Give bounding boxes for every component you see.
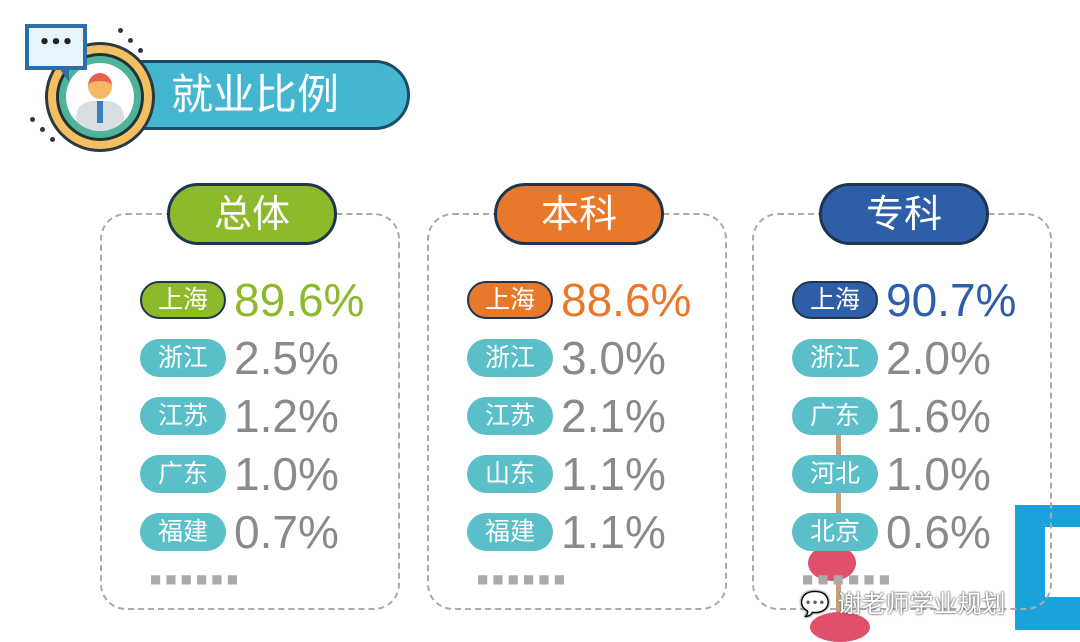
percentage: 1.6%: [886, 390, 991, 442]
chat-bubble-icon: •••: [25, 24, 87, 82]
decor-block: [1015, 505, 1080, 630]
percentage: 2.0%: [886, 332, 991, 384]
more-dots: ■■■■■■: [150, 572, 243, 586]
region-row: 山东 1.1%: [467, 448, 666, 500]
region-row: 江苏 2.1%: [467, 390, 666, 442]
region-pill: 山东: [467, 455, 553, 493]
region-pill: 江苏: [467, 397, 553, 435]
percentage: 1.0%: [234, 448, 339, 500]
region-pill: 上海: [467, 281, 553, 319]
percentage: 1.2%: [234, 390, 339, 442]
region-row: 上海 90.7%: [792, 274, 1016, 326]
decor-dot: [128, 38, 133, 43]
region-row: 福建 1.1%: [467, 506, 666, 558]
region-pill: 福建: [140, 513, 226, 551]
region-pill: 浙江: [140, 339, 226, 377]
decor-ball: [808, 545, 856, 581]
decor-dot: [138, 48, 143, 53]
percentage: 1.1%: [561, 448, 666, 500]
section-title: 就业比例: [130, 60, 410, 130]
panel-0: 总体 上海 89.6% 浙江 2.5% 江苏 1.2% 广东 1.0% 福建 0…: [100, 183, 400, 610]
wechat-icon: 💬: [800, 590, 830, 618]
region-pill: 上海: [792, 281, 878, 319]
region-row: 上海 89.6%: [140, 274, 364, 326]
region-pill: 北京: [792, 513, 878, 551]
region-pill: 江苏: [140, 397, 226, 435]
region-row: 浙江 3.0%: [467, 332, 666, 384]
region-row: 广东 1.6%: [792, 390, 991, 442]
region-row: 福建 0.7%: [140, 506, 339, 558]
panel-header: 专科: [819, 183, 989, 245]
region-row: 上海 88.6%: [467, 274, 691, 326]
region-row: 北京 0.6%: [792, 506, 991, 558]
region-row: 浙江 2.5%: [140, 332, 339, 384]
region-pill: 福建: [467, 513, 553, 551]
region-pill: 上海: [140, 281, 226, 319]
decor-dot: [30, 117, 35, 122]
percentage: 3.0%: [561, 332, 666, 384]
panel-header: 总体: [167, 183, 337, 245]
percentage: 2.5%: [234, 332, 339, 384]
region-pill: 广东: [140, 455, 226, 493]
decor-dot: [50, 137, 55, 142]
region-row: 广东 1.0%: [140, 448, 339, 500]
panel-2: 专科 上海 90.7% 浙江 2.0% 广东 1.6% 河北 1.0% 北京 0…: [752, 183, 1052, 610]
region-row: 浙江 2.0%: [792, 332, 991, 384]
percentage: 90.7%: [886, 274, 1017, 326]
region-row: 河北 1.0%: [792, 448, 991, 500]
region-pill: 广东: [792, 397, 878, 435]
percentage: 1.1%: [561, 506, 666, 558]
percentage: 89.6%: [234, 274, 365, 326]
decor-dot: [40, 127, 45, 132]
region-pill: 河北: [792, 455, 878, 493]
region-row: 江苏 1.2%: [140, 390, 339, 442]
percentage: 0.6%: [886, 506, 991, 558]
percentage: 1.0%: [886, 448, 991, 500]
region-pill: 浙江: [467, 339, 553, 377]
region-pill: 浙江: [792, 339, 878, 377]
watermark: 💬 谢老师学业规划: [800, 590, 1006, 618]
panel-header: 本科: [494, 183, 664, 245]
more-dots: ■■■■■■: [477, 572, 570, 586]
percentage: 2.1%: [561, 390, 666, 442]
percentage: 0.7%: [234, 506, 339, 558]
decor-dot: [118, 28, 123, 33]
percentage: 88.6%: [561, 274, 692, 326]
more-dots: ■■■■■■: [802, 572, 895, 586]
panel-1: 本科 上海 88.6% 浙江 3.0% 江苏 2.1% 山东 1.1% 福建 1…: [427, 183, 727, 610]
